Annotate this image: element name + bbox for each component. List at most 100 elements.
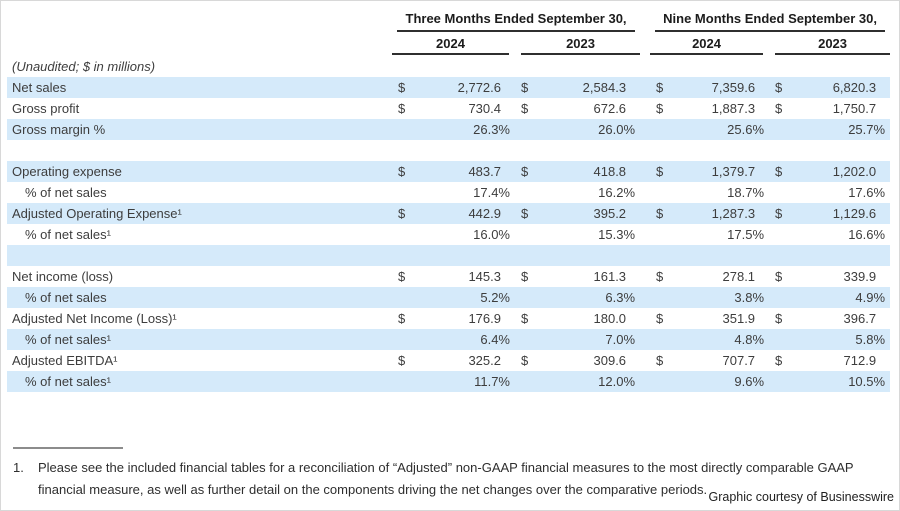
value-cell: 730.4 [468,101,501,116]
currency-symbol: $ [521,269,529,284]
currency-symbol [650,287,678,308]
year-header-cell: 2024 [392,32,515,55]
currency-symbol [392,119,420,140]
value-cell [678,245,769,266]
currency-symbol [515,140,543,161]
currency-symbol [515,245,543,266]
table-row: Adjusted EBITDA¹ $325.2 $309.6 $707.7 $712.9 [7,350,890,371]
value-cell: 3.8% [734,290,765,305]
value-cell: 1,887.3 [711,101,756,116]
column-gap [640,77,650,98]
currency-symbol [392,182,420,203]
value-cell: 395.2 [593,206,627,221]
row-label: Adjusted Operating Expense¹ [12,206,182,221]
currency-symbol: $ [775,311,783,326]
financial-table: Three Months Ended September 30, Nine Mo… [7,6,891,392]
currency-symbol [515,287,543,308]
footnote: 1. Please see the included financial tab… [13,457,885,501]
currency-symbol: $ [398,311,406,326]
currency-symbol [769,287,797,308]
year-header-cell: 2023 [769,32,891,55]
value-cell: 4.8% [734,332,765,347]
row-label: Net income (loss) [12,269,114,284]
value-cell: 180.0 [593,311,627,326]
value-cell: 9.6% [734,374,765,389]
column-gap [640,182,650,203]
value-cell: 1,750.7 [832,101,877,116]
row-label: Adjusted Net Income (Loss)¹ [12,311,177,326]
currency-symbol: $ [398,101,406,116]
column-gap [640,245,650,266]
value-cell: 6.4% [480,332,510,347]
period-header-nine-months: Nine Months Ended September 30, [655,6,886,32]
currency-symbol: $ [656,80,664,95]
row-label [7,140,392,161]
value-cell: 16.6% [848,227,886,242]
currency-symbol [515,224,543,245]
currency-symbol: $ [521,353,529,368]
year-header-row: 2024 2023 2024 2023 [7,32,891,55]
row-label: Operating expense [12,164,122,179]
value-cell: 161.3 [593,269,627,284]
value-cell: 1,379.7 [711,164,756,179]
currency-symbol [769,371,797,392]
value-cell: 17.4% [473,185,510,200]
value-cell: 707.7 [722,353,756,368]
value-cell: 10.5% [848,374,886,389]
footnote-section: 1. Please see the included financial tab… [13,447,885,501]
value-cell: 176.9 [468,311,501,326]
currency-symbol [392,140,420,161]
column-gap [640,161,650,182]
currency-symbol [769,182,797,203]
currency-symbol: $ [398,164,406,179]
value-cell: 2,772.6 [457,80,501,95]
currency-symbol [650,371,678,392]
row-label: Gross margin % [12,122,106,137]
column-gap [640,224,650,245]
value-cell [543,245,640,266]
currency-symbol: $ [521,164,529,179]
value-cell [420,245,515,266]
value-cell: 309.6 [593,353,627,368]
value-cell: 2,584.3 [582,80,627,95]
period-header-cell: Three Months Ended September 30, [392,6,640,32]
value-cell: 278.1 [722,269,756,284]
year-header-3m-2023: 2023 [521,32,641,55]
currency-symbol [769,245,797,266]
value-cell: 17.5% [727,227,765,242]
row-label: % of net sales [25,185,107,200]
currency-symbol: $ [398,269,406,284]
table-row: Adjusted Net Income (Loss)¹ $176.9 $180.0 $… [7,308,890,329]
table-row: % of net sales¹ 16.0% 15.3% 17.5% 16.6% [7,224,890,245]
value-cell: 25.6% [727,122,765,137]
currency-symbol [392,245,420,266]
currency-symbol: $ [398,206,406,221]
table-row: Net income (loss) $145.3 $161.3 $278.1 $339.… [7,266,890,287]
currency-symbol: $ [521,101,529,116]
row-label: Net sales [12,80,67,95]
value-cell: 12.0% [598,374,636,389]
currency-symbol [650,224,678,245]
value-cell: 672.6 [593,101,627,116]
spacer-row [7,245,891,266]
currency-symbol [392,371,420,392]
column-gap [640,119,650,140]
currency-symbol: $ [656,206,664,221]
value-cell: 26.3% [473,122,510,137]
currency-symbol: $ [656,311,664,326]
currency-symbol [515,371,543,392]
value-cell: 25.7% [848,122,886,137]
value-cell: 1,202.0 [832,164,877,179]
header-group-gap [640,32,650,55]
currency-symbol: $ [775,353,783,368]
footnote-divider [13,447,123,449]
column-gap [640,266,650,287]
value-cell: 11.7% [474,374,510,389]
currency-symbol: $ [398,353,406,368]
value-cell: 145.3 [468,269,501,284]
year-header-9m-2023: 2023 [775,32,891,55]
value-cell: 15.3% [598,227,636,242]
currency-symbol [650,329,678,350]
currency-symbol: $ [775,164,783,179]
